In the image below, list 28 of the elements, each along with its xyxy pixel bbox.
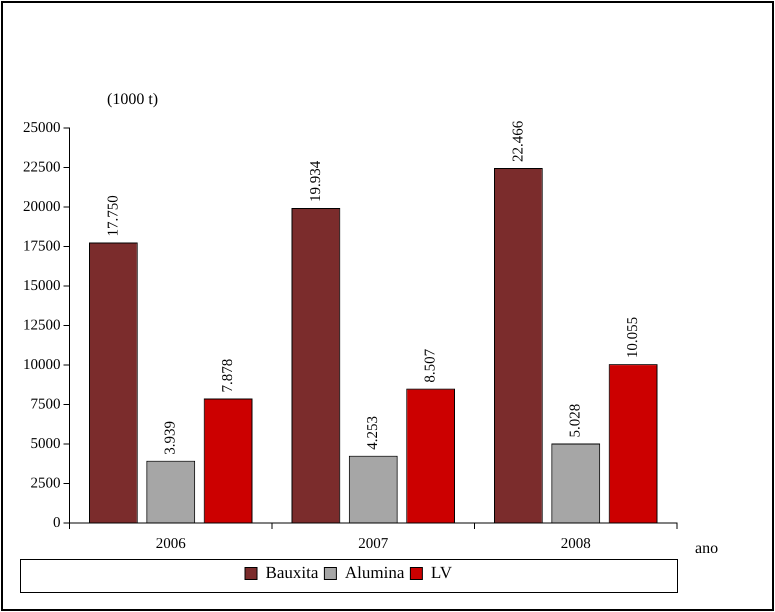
data-label: 3.939 — [162, 421, 179, 455]
data-label: 10.055 — [625, 316, 642, 358]
y-tick-label: 2500 — [30, 475, 60, 492]
y-tick-label: 0 — [53, 514, 60, 531]
y-tick-label: 7500 — [30, 396, 60, 412]
x-tick-label: 2006 — [156, 536, 186, 552]
legend-label: Alumina — [344, 562, 405, 582]
x-tick-label: 2007 — [358, 536, 389, 552]
y-tick-label: 15000 — [23, 278, 60, 294]
data-label: 17.750 — [105, 195, 122, 237]
data-label: 22.466 — [510, 120, 526, 162]
y-tick-label: 17500 — [23, 238, 60, 254]
y-tick-label: 22500 — [23, 159, 60, 176]
y-tick-label: 5000 — [30, 436, 60, 452]
y-tick-label: 12500 — [23, 317, 60, 334]
x-tick-label: 2008 — [560, 536, 591, 552]
data-label: 5.028 — [568, 404, 584, 438]
data-label: 4.253 — [365, 416, 382, 450]
y-tick-label: 25000 — [23, 120, 60, 136]
x-axis-title: ano — [695, 540, 718, 558]
legend-label: Bauxita — [266, 562, 319, 582]
y-tick-label: 10000 — [23, 356, 60, 373]
data-label: 19.934 — [308, 160, 324, 202]
data-label: 8.507 — [422, 348, 439, 383]
y-tick-label: 20000 — [23, 198, 60, 215]
data-label: 7.878 — [220, 358, 236, 393]
y-axis-title: (1000 t) — [107, 91, 158, 108]
legend-label: LV — [430, 562, 453, 582]
